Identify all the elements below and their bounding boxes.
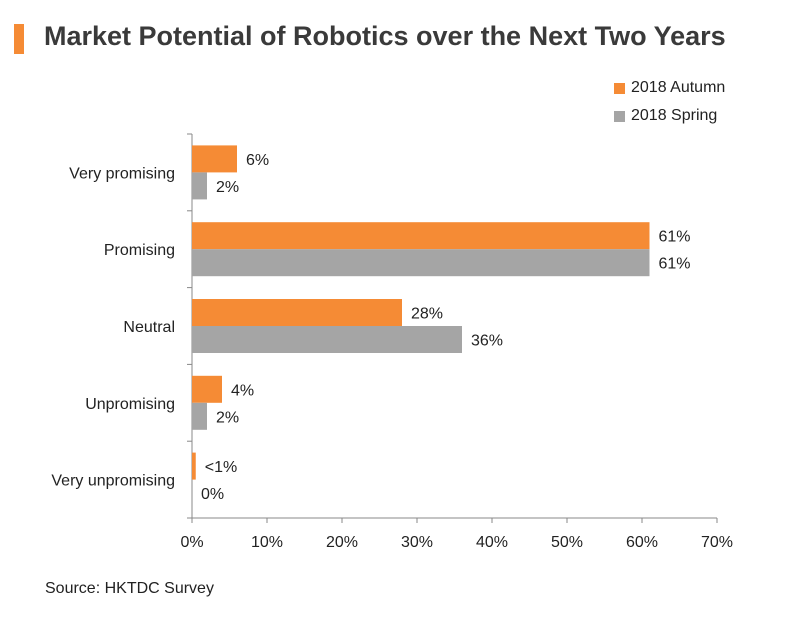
x-tick-label: 60% <box>626 534 658 551</box>
legend-label-autumn: 2018 Autumn <box>631 79 726 96</box>
data-label: 2% <box>216 179 239 196</box>
data-label: <1% <box>205 459 237 476</box>
bar <box>192 249 650 277</box>
bar <box>192 299 402 326</box>
x-tick-label: 20% <box>326 534 358 551</box>
category-label: Unpromising <box>85 396 175 413</box>
category-label: Neutral <box>123 319 175 336</box>
x-tick-label: 0% <box>180 534 203 551</box>
legend: 2018 Autumn 2018 Spring <box>614 74 725 130</box>
data-label: 6% <box>246 152 269 169</box>
x-tick-label: 70% <box>701 534 733 551</box>
category-label: Very unpromising <box>51 473 175 490</box>
chart-title: Market Potential of Robotics over the Ne… <box>44 21 726 51</box>
data-label: 2% <box>216 409 239 426</box>
data-label: 61% <box>659 229 691 246</box>
bar <box>192 452 196 480</box>
bar <box>192 326 462 353</box>
bar <box>192 145 237 173</box>
data-label: 0% <box>201 486 224 503</box>
source-note: Source: HKTDC Survey <box>45 580 214 597</box>
legend-item-autumn: 2018 Autumn <box>614 74 725 102</box>
x-tick-label: 40% <box>476 534 508 551</box>
category-label: Promising <box>104 242 175 259</box>
data-label: 4% <box>231 382 254 399</box>
legend-item-spring: 2018 Spring <box>614 102 725 130</box>
x-tick-label: 30% <box>401 534 433 551</box>
x-tick-label: 10% <box>251 534 283 551</box>
bar <box>192 375 222 403</box>
x-tick-label: 50% <box>551 534 583 551</box>
data-label: 28% <box>411 306 443 323</box>
legend-swatch-spring <box>614 110 625 122</box>
title-accent-bar <box>14 24 24 54</box>
legend-swatch-autumn <box>614 82 625 94</box>
legend-label-spring: 2018 Spring <box>631 107 718 124</box>
category-label: Very promising <box>69 165 175 182</box>
bar <box>192 172 207 200</box>
bar <box>192 402 207 430</box>
bar <box>192 222 650 250</box>
data-label: 36% <box>471 333 503 350</box>
data-label: 61% <box>659 256 691 273</box>
